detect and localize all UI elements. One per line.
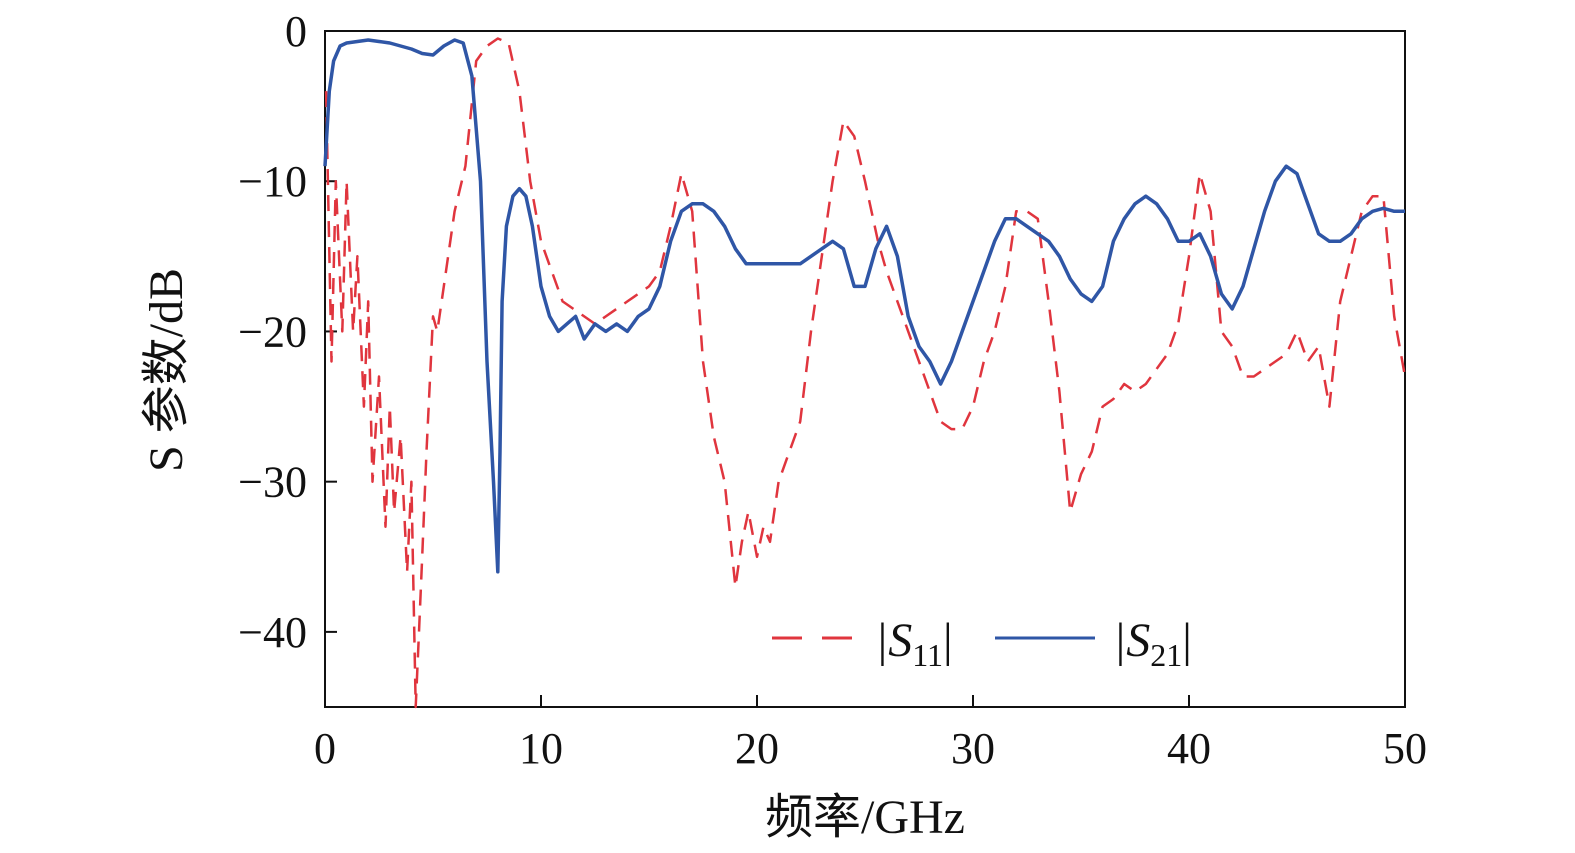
y-axis-label: S 参数/dB bbox=[140, 268, 193, 472]
y-axis-ticks: 0 −10 −20 −30 −40 bbox=[238, 7, 337, 657]
x-axis-label: 频率/GHz bbox=[765, 791, 965, 844]
x-tick-label: 50 bbox=[1383, 724, 1427, 773]
series-line-s21 bbox=[323, 38, 1405, 574]
series-layer bbox=[323, 37, 1407, 709]
legend-s11-label: |S11| bbox=[875, 614, 953, 673]
legend-s21-label: |S21| bbox=[1113, 614, 1192, 673]
plot-frame bbox=[324, 30, 1406, 708]
y-tick-label: −10 bbox=[238, 157, 307, 206]
x-tick-label: 30 bbox=[951, 724, 995, 773]
y-tick-label: −40 bbox=[238, 608, 307, 657]
y-tick-label: 0 bbox=[285, 7, 307, 56]
x-tick-label: 0 bbox=[314, 724, 336, 773]
x-tick-label: 40 bbox=[1167, 724, 1211, 773]
y-tick-label: −30 bbox=[238, 458, 307, 507]
series-line-s11 bbox=[324, 37, 1407, 709]
x-axis-ticks: 0 10 20 30 40 50 bbox=[314, 695, 1427, 773]
legend: |S11| |S21| bbox=[772, 614, 1192, 673]
x-tick-label: 20 bbox=[735, 724, 779, 773]
x-tick-label: 10 bbox=[519, 724, 563, 773]
y-tick-label: −20 bbox=[238, 307, 307, 356]
